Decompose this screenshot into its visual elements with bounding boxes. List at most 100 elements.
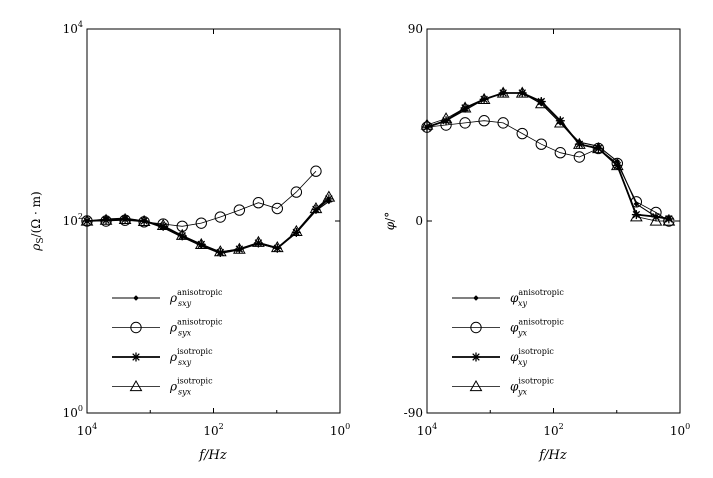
panel1-series-1-point-7 [214,211,227,223]
panel1-ytick-label-0: 100 [63,404,83,420]
panel2-xlabel: f/Hz [538,448,567,463]
panel1-series-1-point-8 [233,204,246,216]
panel1-series-3-point-3 [137,214,151,227]
panel1-legend-0-marker [133,295,139,301]
panel2-series-3-point-9 [592,141,605,154]
panel1-series-3-point-9 [252,235,265,247]
panel2-series-3-point-2 [458,101,472,113]
panel2-series-1-point-3 [478,115,490,127]
panel2-series-1-point-2 [459,117,471,129]
panel2-legend-2-marker [471,352,481,362]
panel2-ylabel-rest: /° [383,212,397,222]
panel2-ytick-label-0: -90 [404,406,423,420]
panel1-xtick-label-1: 102 [203,422,223,438]
panel2-series-1-point-4 [497,117,509,129]
panel2-ytick-label-1: 0 [415,214,423,228]
panel2-legend-3-sub: yx [517,388,528,397]
panel2-legend-3-label: φisotropic [510,377,554,394]
panel2-xtick-label-1: 102 [543,422,563,438]
panel1-ylabel-sub: S [36,237,46,243]
chart-marks: 104 102 100100102104ρanisotropicsxyρanisot… [63,20,691,438]
panel1-legend-0-sub: sxy [178,299,192,308]
panel1-series-3-point-11 [289,224,303,236]
panel1-legend-2-marker-d2 [132,353,140,361]
panel2-series-3-point-12 [649,214,663,226]
panel2-series-3-line [426,92,669,222]
panel1-series-3-point-10 [270,240,284,253]
panel1-series-1-point-6 [195,217,207,229]
panel1-legend-1-label: ρanisotropic [169,318,223,335]
panel2-series-2-point-11-d2 [632,210,641,219]
panel2-ylabel: φ/° [383,212,397,230]
panel2-legend-0-label: φanisotropic [510,288,564,305]
panel1-legend-1-sub: syx [178,329,192,338]
panel2-legend-1-label: φanisotropic [510,318,564,335]
panel1-legend-3-marker [129,379,143,392]
panel2-series-1-point-8 [573,151,586,163]
panel2-legend-0-sub: xy [518,299,528,308]
panel2-series-3-point-6 [534,97,548,109]
panel1-ylabel: ρS/(Ω · m) [29,191,46,251]
panel2-series-2-point-7-d2 [556,116,565,125]
panel2-legend-1-sub: yx [517,329,528,338]
panel1-series-3-point-2 [118,212,132,224]
panel1-series-3-point-6 [194,237,208,250]
panel2-series-3-point-8 [573,137,586,149]
panel2-legend-1-marker [470,321,482,334]
panel2-legend-2-marker-d2 [472,353,480,361]
panel1-series-1-point-12 [310,165,322,177]
panel1-legend-1-marker [130,321,142,334]
panel2-series-1-point-5 [516,127,528,140]
panel1-legend-2-sub: sxy [178,358,192,367]
panel2-legend-3-marker [469,379,483,392]
panel1-series-3-point-8 [233,242,246,254]
panel1-legend-2-label: ρisotropic [169,347,213,364]
panel1-ylabel-rest: /(Ω · m) [29,191,43,237]
panel1-series-2-point-13 [324,194,334,204]
panel1-series-3-point-0 [80,214,94,226]
panel1-series-1-point-9 [252,197,265,209]
panel1-legend-3-sub: syx [178,388,192,397]
panel2-series-1-point-0 [421,121,433,133]
panel1-ytick-label-2: 104 [63,20,83,36]
panel2-series-2-point-6-d2 [537,97,546,106]
panel2-series-3-point-5 [515,86,529,98]
panel1-series-1-point-10 [271,202,284,215]
panel1-ylabel-main: ρ [29,244,43,252]
panel1-series-3-point-1 [99,213,113,225]
panel2-series-3-point-4 [496,86,510,98]
panel1-legend-2-marker [131,352,141,362]
panel2-series-3-point-1 [439,112,453,124]
panel2-legend-2-sub: xy [518,358,528,367]
panel2-series-2-point-1 [441,116,451,126]
panel1-xlabel: f/Hz [198,448,227,463]
panel2-ylabel-main: φ [383,221,397,230]
panel2-series-3-point-10 [610,159,624,171]
panel2-series-0-point-11 [633,201,640,207]
panel2-series-1-point-7 [554,147,567,159]
panel1-series-1-point-11 [290,186,303,198]
panel1-series-3-point-13 [322,190,336,202]
panel1-series-3-point-12 [309,201,323,214]
panel1-series-3-point-5 [175,228,189,240]
panel1-series-3-point-7 [213,245,227,257]
panel1-ytick-label-1: 102 [63,212,83,228]
panel2-series-3-point-13 [662,214,676,226]
panel2-series-1-line [426,120,670,222]
panel1-series-2-line [86,198,330,254]
panel2-ytick-label-2: 90 [408,22,423,36]
panel1-xtick-label-0: 104 [77,422,97,438]
panel2-series-1-point-6 [535,138,547,150]
panel2-xtick-label-2: 100 [670,422,690,438]
panel2-series-3-point-11 [629,210,643,222]
panel1-xtick-label-2: 100 [330,422,350,438]
panel1-legend-3-label: ρisotropic [169,377,213,394]
panel1-series-3-line [86,196,330,253]
panel1-series-3-point-4 [156,218,170,231]
panel2-series-3-point-3 [477,92,491,105]
panel2-legend-2-label: φisotropic [510,347,554,364]
panel1-legend-0-label: ρanisotropic [169,288,223,305]
panel2-series-3-point-0 [420,118,434,130]
panel2-series-2-point-12 [651,212,661,222]
